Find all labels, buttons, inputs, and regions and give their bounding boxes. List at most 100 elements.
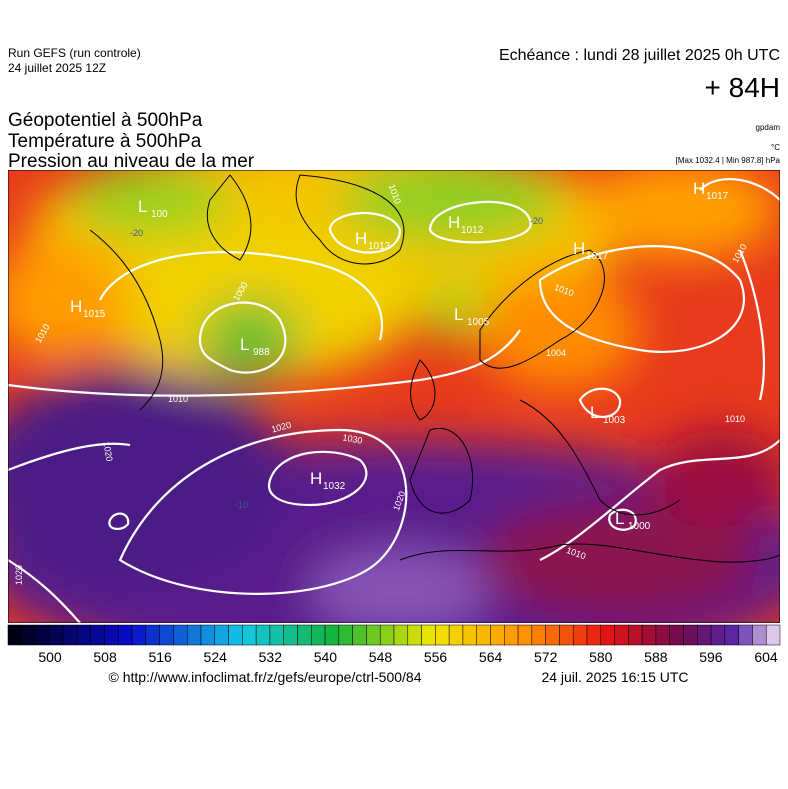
isobar-label: 1004 — [546, 348, 566, 358]
colorbar-swatch — [104, 624, 119, 646]
title: Température à 500hPa — [8, 131, 202, 152]
pressure-center-letter: L — [240, 335, 249, 354]
colorbar-tick-label: 508 — [93, 649, 117, 665]
pressure-center-letter: L — [138, 197, 147, 216]
colorbar-tick-label: 572 — [534, 649, 558, 665]
title: Géopotentiel à 500hPa — [8, 110, 203, 131]
colorbar-swatch — [614, 624, 629, 646]
colorbar-tick-label: 596 — [699, 649, 723, 665]
colorbar-swatch — [90, 624, 105, 646]
colorbar-swatch — [118, 624, 133, 646]
colorbar-swatch — [393, 624, 409, 646]
colorbar-tick-label: 580 — [589, 649, 613, 665]
colorbar-swatch — [572, 624, 588, 646]
colorbar-tick-label: 548 — [369, 649, 393, 665]
colorbar-swatch — [765, 624, 781, 646]
colorbar-tick-label: 516 — [148, 649, 172, 665]
colorbar-swatch — [628, 624, 643, 646]
generated-time: 24 juil. 2025 16:15 UTC — [541, 669, 688, 685]
colorbar-swatch — [283, 624, 298, 646]
colorbar-swatch — [7, 624, 23, 646]
pressure-center-value: 1005 — [467, 317, 490, 328]
colorbar-swatch — [407, 624, 422, 646]
colorbar-swatch — [200, 624, 216, 646]
unit: gpdam — [756, 123, 781, 132]
colorbar-swatch — [448, 624, 464, 646]
pressure-center-value: 1015 — [83, 309, 106, 320]
colorbar-swatch — [49, 624, 64, 646]
pressure-center-letter: H — [573, 239, 585, 258]
map-field — [8, 170, 780, 623]
colorbar-tick-label: 588 — [644, 649, 668, 665]
colorbar-swatch — [559, 624, 574, 646]
run-date: 24 juillet 2025 12Z — [8, 61, 106, 75]
colorbar-swatch — [379, 624, 395, 646]
unit: °C — [771, 143, 780, 152]
colorbar-tick-label: 500 — [38, 649, 62, 665]
pressure-center-value: 1017 — [706, 191, 729, 202]
colorbar-swatch — [145, 624, 160, 646]
colorbar-swatch — [62, 624, 78, 646]
colorbar-swatch — [338, 624, 353, 646]
lead-time: + 84H — [705, 72, 781, 103]
colorbar-swatch — [269, 624, 284, 646]
isobar-label: 1020 — [14, 565, 24, 585]
colorbar-swatch — [35, 624, 50, 646]
pressure-center-letter: H — [448, 213, 460, 232]
colorbar-swatch — [297, 624, 312, 646]
pressure-center-value: 1017 — [586, 251, 609, 262]
colorbar-swatch — [683, 624, 698, 646]
pressure-center-value: 1003 — [603, 415, 626, 426]
pressure-center-letter: H — [310, 469, 322, 488]
pressure-center-letter: L — [615, 509, 624, 528]
colorbar-swatch — [531, 624, 546, 646]
colorbar-swatch — [173, 624, 188, 646]
colorbar-swatch — [76, 624, 91, 646]
colorbar-swatch — [600, 624, 615, 646]
pressure-center-letter: H — [693, 179, 705, 198]
colorbar-swatch — [517, 624, 533, 646]
pressure-center-value: 100 — [151, 209, 168, 220]
colorbar-tick-label: 564 — [479, 649, 503, 665]
colorbar-swatch — [724, 624, 739, 646]
echeance: Echéance : lundi 28 juillet 2025 0h UTC — [499, 47, 780, 64]
pressure-center-value: 1012 — [461, 225, 484, 236]
colorbar-swatch — [366, 624, 381, 646]
pressure-center-letter: H — [355, 229, 367, 248]
pressure-center-letter: H — [70, 297, 82, 316]
pressure-center-value: 1000 — [628, 521, 651, 532]
pressure-center-value: 1013 — [368, 241, 391, 252]
colorbar-swatch — [311, 624, 326, 646]
colorbar-swatch — [504, 624, 519, 646]
colorbar-swatch — [242, 624, 257, 646]
colorbar-swatch — [697, 624, 712, 646]
colorbar-swatch — [435, 624, 450, 646]
colorbar-swatch — [186, 624, 202, 646]
title: Pression au niveau de la mer — [8, 151, 255, 172]
colorbar-swatch — [214, 624, 229, 646]
pressure-center-letter: L — [590, 403, 599, 422]
colorbar-swatch — [324, 624, 340, 646]
isobar-label: 1030 — [342, 432, 363, 445]
temperature-label: -20 — [130, 228, 143, 238]
colorbar-swatch — [131, 624, 147, 646]
colorbar-swatch — [462, 624, 477, 646]
colorbar-swatch — [752, 624, 767, 646]
temperature-label: -10 — [235, 500, 248, 510]
colorbar-tick-label: 524 — [204, 649, 228, 665]
colorbar-swatch — [669, 624, 684, 646]
colorbar-swatch — [641, 624, 657, 646]
unit: [Max 1032.4 | Min 987.8] hPa — [676, 156, 781, 165]
run-label: Run GEFS (run controle) — [8, 46, 141, 60]
isobar-label: 1010 — [725, 414, 745, 424]
colorbar-swatch — [476, 624, 491, 646]
colorbar-swatch — [159, 624, 174, 646]
colorbar-tick-label: 604 — [754, 649, 778, 665]
source-link: © http://www.infoclimat.fr/z/gefs/europe… — [108, 669, 421, 685]
colorbar-swatch — [738, 624, 753, 646]
isobar-label: 1020 — [101, 441, 114, 462]
colorbar-swatch — [710, 624, 726, 646]
colorbar-swatch — [421, 624, 436, 646]
colorbar-swatch — [586, 624, 602, 646]
